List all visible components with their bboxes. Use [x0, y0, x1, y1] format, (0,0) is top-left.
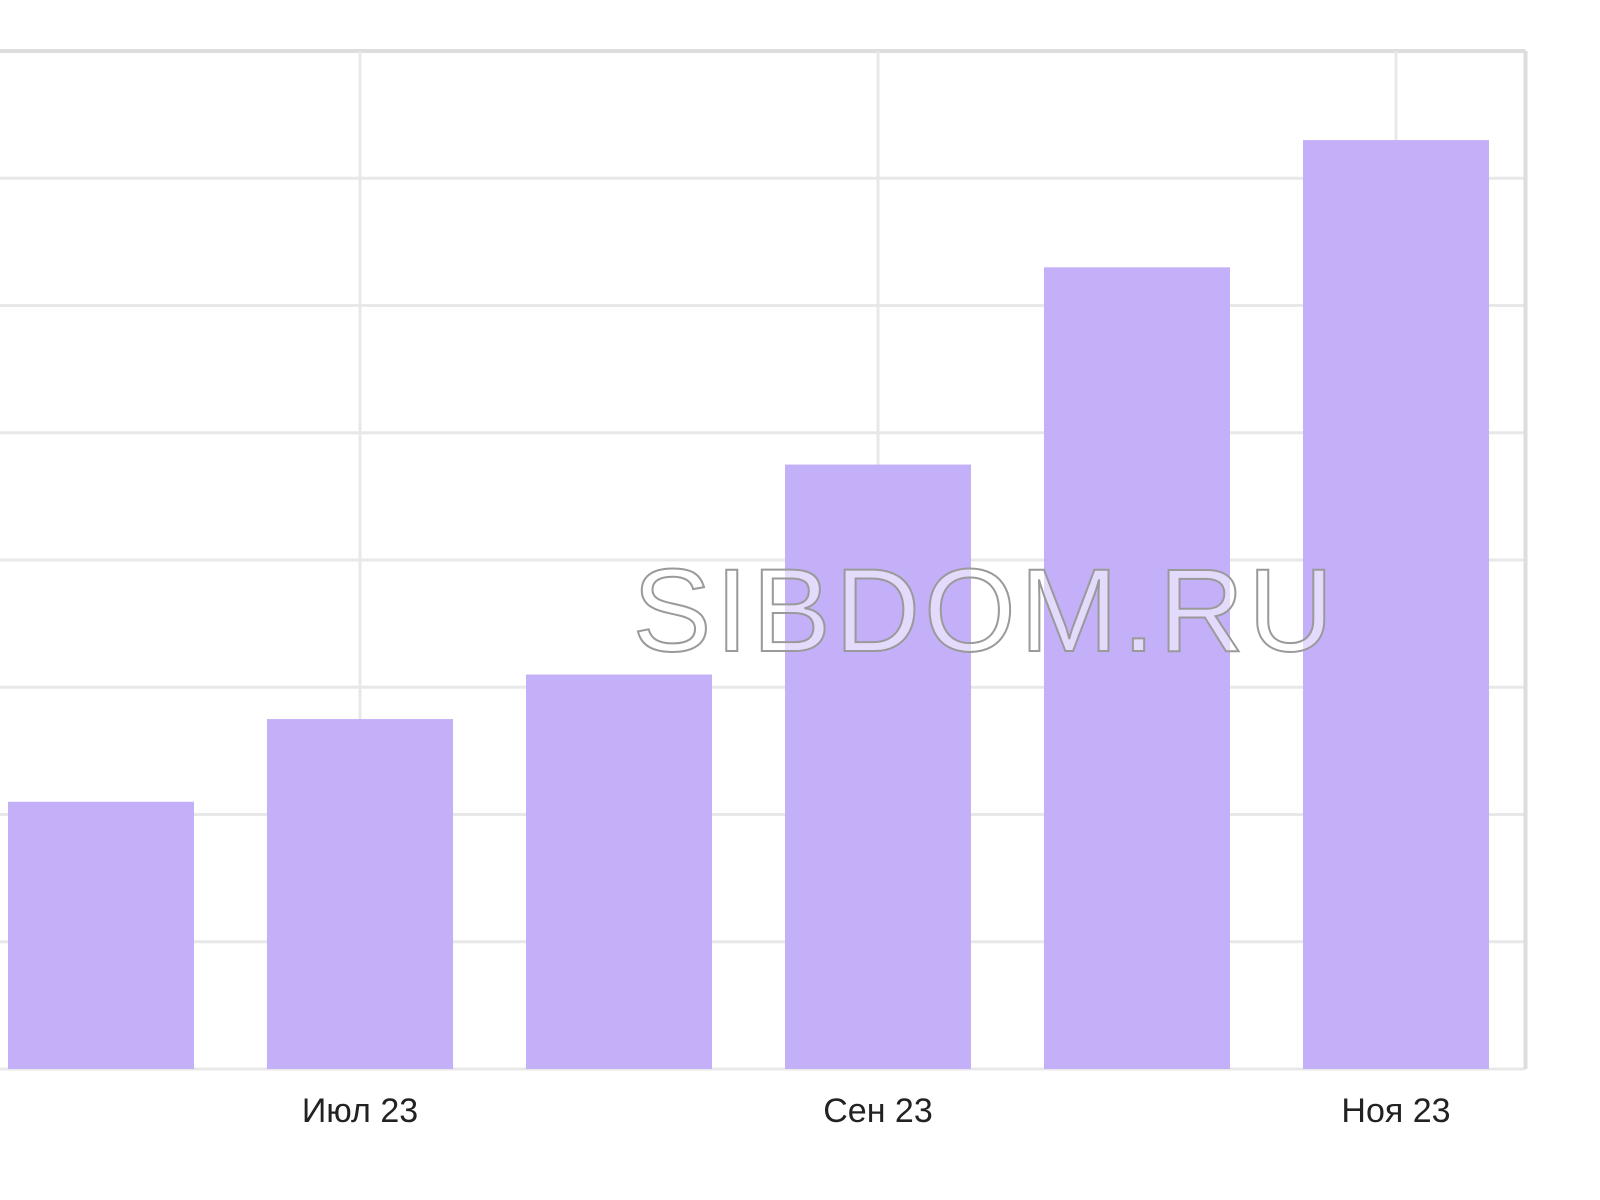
- watermark: SIBDOM.RU: [633, 545, 1338, 677]
- bar: [8, 801, 194, 1069]
- bar: [1044, 267, 1230, 1069]
- bars: [8, 140, 1489, 1069]
- bar: [267, 719, 453, 1069]
- x-tick-label: Июл 23: [302, 1092, 418, 1130]
- bar: [785, 464, 971, 1069]
- bar: [1303, 140, 1489, 1069]
- bar: [526, 674, 712, 1069]
- labels: Июл 23 Сен 23 Ноя 23: [302, 1092, 1451, 1130]
- x-tick-label: Сен 23: [823, 1092, 933, 1130]
- x-tick-label: Ноя 23: [1341, 1092, 1450, 1130]
